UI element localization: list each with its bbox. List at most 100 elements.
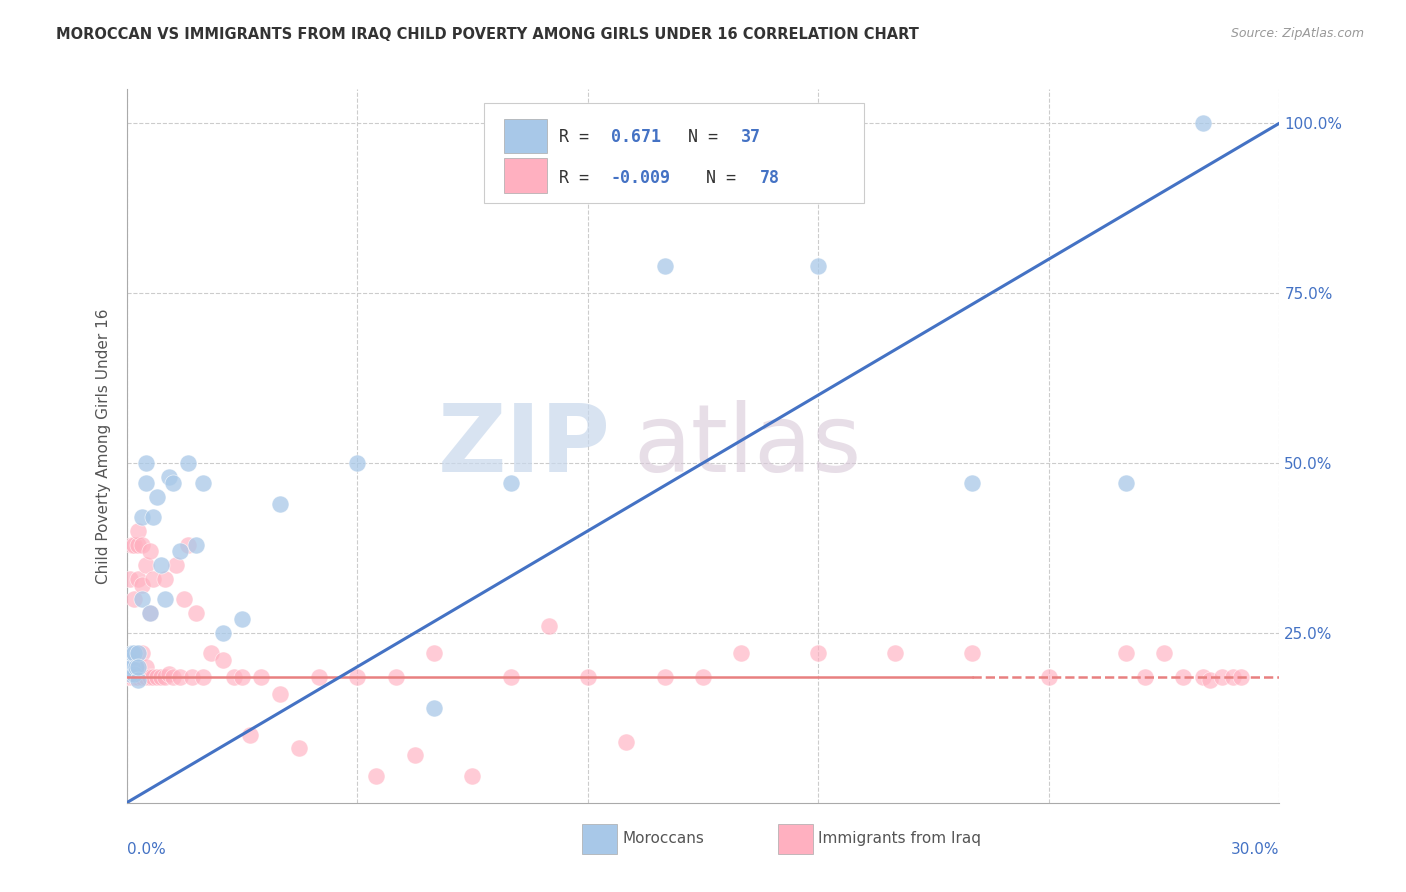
- Point: [117, 660, 139, 674]
- Point: [461, 769, 484, 783]
- Point: [121, 646, 143, 660]
- Point: [1173, 670, 1195, 684]
- Point: [135, 456, 157, 470]
- Point: [146, 490, 169, 504]
- Point: [1153, 646, 1175, 660]
- Point: [200, 646, 222, 660]
- Point: [1115, 646, 1137, 660]
- Point: [125, 660, 148, 674]
- Point: [121, 670, 143, 684]
- Point: [153, 670, 176, 684]
- Point: [146, 670, 169, 684]
- Point: [184, 537, 207, 551]
- Point: [1230, 670, 1253, 684]
- Text: R =: R =: [560, 128, 599, 146]
- Point: [120, 653, 142, 667]
- Point: [211, 653, 233, 667]
- Point: [1191, 116, 1213, 130]
- Point: [346, 456, 368, 470]
- Point: [122, 591, 145, 606]
- Point: [960, 476, 983, 491]
- Point: [169, 670, 191, 684]
- Point: [269, 497, 291, 511]
- Point: [150, 670, 173, 684]
- Point: [125, 670, 148, 684]
- Text: R =: R =: [560, 169, 599, 187]
- Point: [122, 666, 145, 681]
- Point: [384, 670, 406, 684]
- Point: [807, 259, 830, 273]
- Point: [404, 748, 426, 763]
- Point: [138, 544, 160, 558]
- Point: [308, 670, 330, 684]
- Point: [127, 673, 149, 688]
- Point: [153, 572, 176, 586]
- Point: [131, 670, 153, 684]
- Point: [153, 591, 176, 606]
- Point: [150, 558, 173, 572]
- Text: -0.009: -0.009: [610, 169, 671, 187]
- Point: [1115, 476, 1137, 491]
- Point: [1038, 670, 1060, 684]
- Point: [120, 666, 142, 681]
- Point: [157, 469, 180, 483]
- Point: [346, 670, 368, 684]
- Point: [121, 537, 143, 551]
- Text: Moroccans: Moroccans: [623, 831, 704, 846]
- Text: 30.0%: 30.0%: [1232, 842, 1279, 857]
- Point: [231, 612, 253, 626]
- Point: [231, 670, 253, 684]
- Point: [138, 670, 160, 684]
- Text: N =: N =: [688, 128, 728, 146]
- Point: [654, 259, 676, 273]
- Text: N =: N =: [706, 169, 747, 187]
- Point: [138, 606, 160, 620]
- Point: [1199, 673, 1222, 688]
- Point: [142, 670, 165, 684]
- Point: [169, 544, 191, 558]
- Point: [423, 700, 446, 714]
- Point: [576, 670, 599, 684]
- Point: [117, 670, 139, 684]
- Point: [131, 578, 153, 592]
- Point: [423, 646, 446, 660]
- Point: [1211, 670, 1233, 684]
- Point: [166, 558, 188, 572]
- Point: [184, 606, 207, 620]
- Text: atlas: atlas: [634, 400, 862, 492]
- Point: [654, 670, 676, 684]
- Point: [1191, 670, 1213, 684]
- Text: Immigrants from Iraq: Immigrants from Iraq: [818, 831, 981, 846]
- Point: [177, 456, 200, 470]
- Point: [162, 670, 184, 684]
- Point: [127, 660, 149, 674]
- Point: [117, 663, 139, 677]
- Point: [692, 670, 714, 684]
- Point: [127, 670, 149, 684]
- Point: [135, 476, 157, 491]
- Point: [142, 510, 165, 524]
- FancyBboxPatch shape: [503, 159, 547, 193]
- Point: [127, 660, 149, 674]
- Point: [366, 769, 388, 783]
- Point: [120, 660, 142, 674]
- Point: [122, 537, 145, 551]
- Point: [157, 666, 180, 681]
- Text: 37: 37: [741, 128, 761, 146]
- Point: [177, 537, 200, 551]
- Y-axis label: Child Poverty Among Girls Under 16: Child Poverty Among Girls Under 16: [96, 309, 111, 583]
- Text: MOROCCAN VS IMMIGRANTS FROM IRAQ CHILD POVERTY AMONG GIRLS UNDER 16 CORRELATION : MOROCCAN VS IMMIGRANTS FROM IRAQ CHILD P…: [56, 27, 920, 42]
- Point: [250, 670, 273, 684]
- Point: [135, 660, 157, 674]
- Point: [135, 558, 157, 572]
- FancyBboxPatch shape: [484, 103, 865, 203]
- Point: [162, 476, 184, 491]
- Point: [127, 524, 149, 538]
- Text: 0.671: 0.671: [610, 128, 661, 146]
- Point: [807, 646, 830, 660]
- Point: [122, 646, 145, 660]
- Point: [730, 646, 752, 660]
- Point: [127, 537, 149, 551]
- FancyBboxPatch shape: [503, 120, 547, 153]
- Point: [117, 653, 139, 667]
